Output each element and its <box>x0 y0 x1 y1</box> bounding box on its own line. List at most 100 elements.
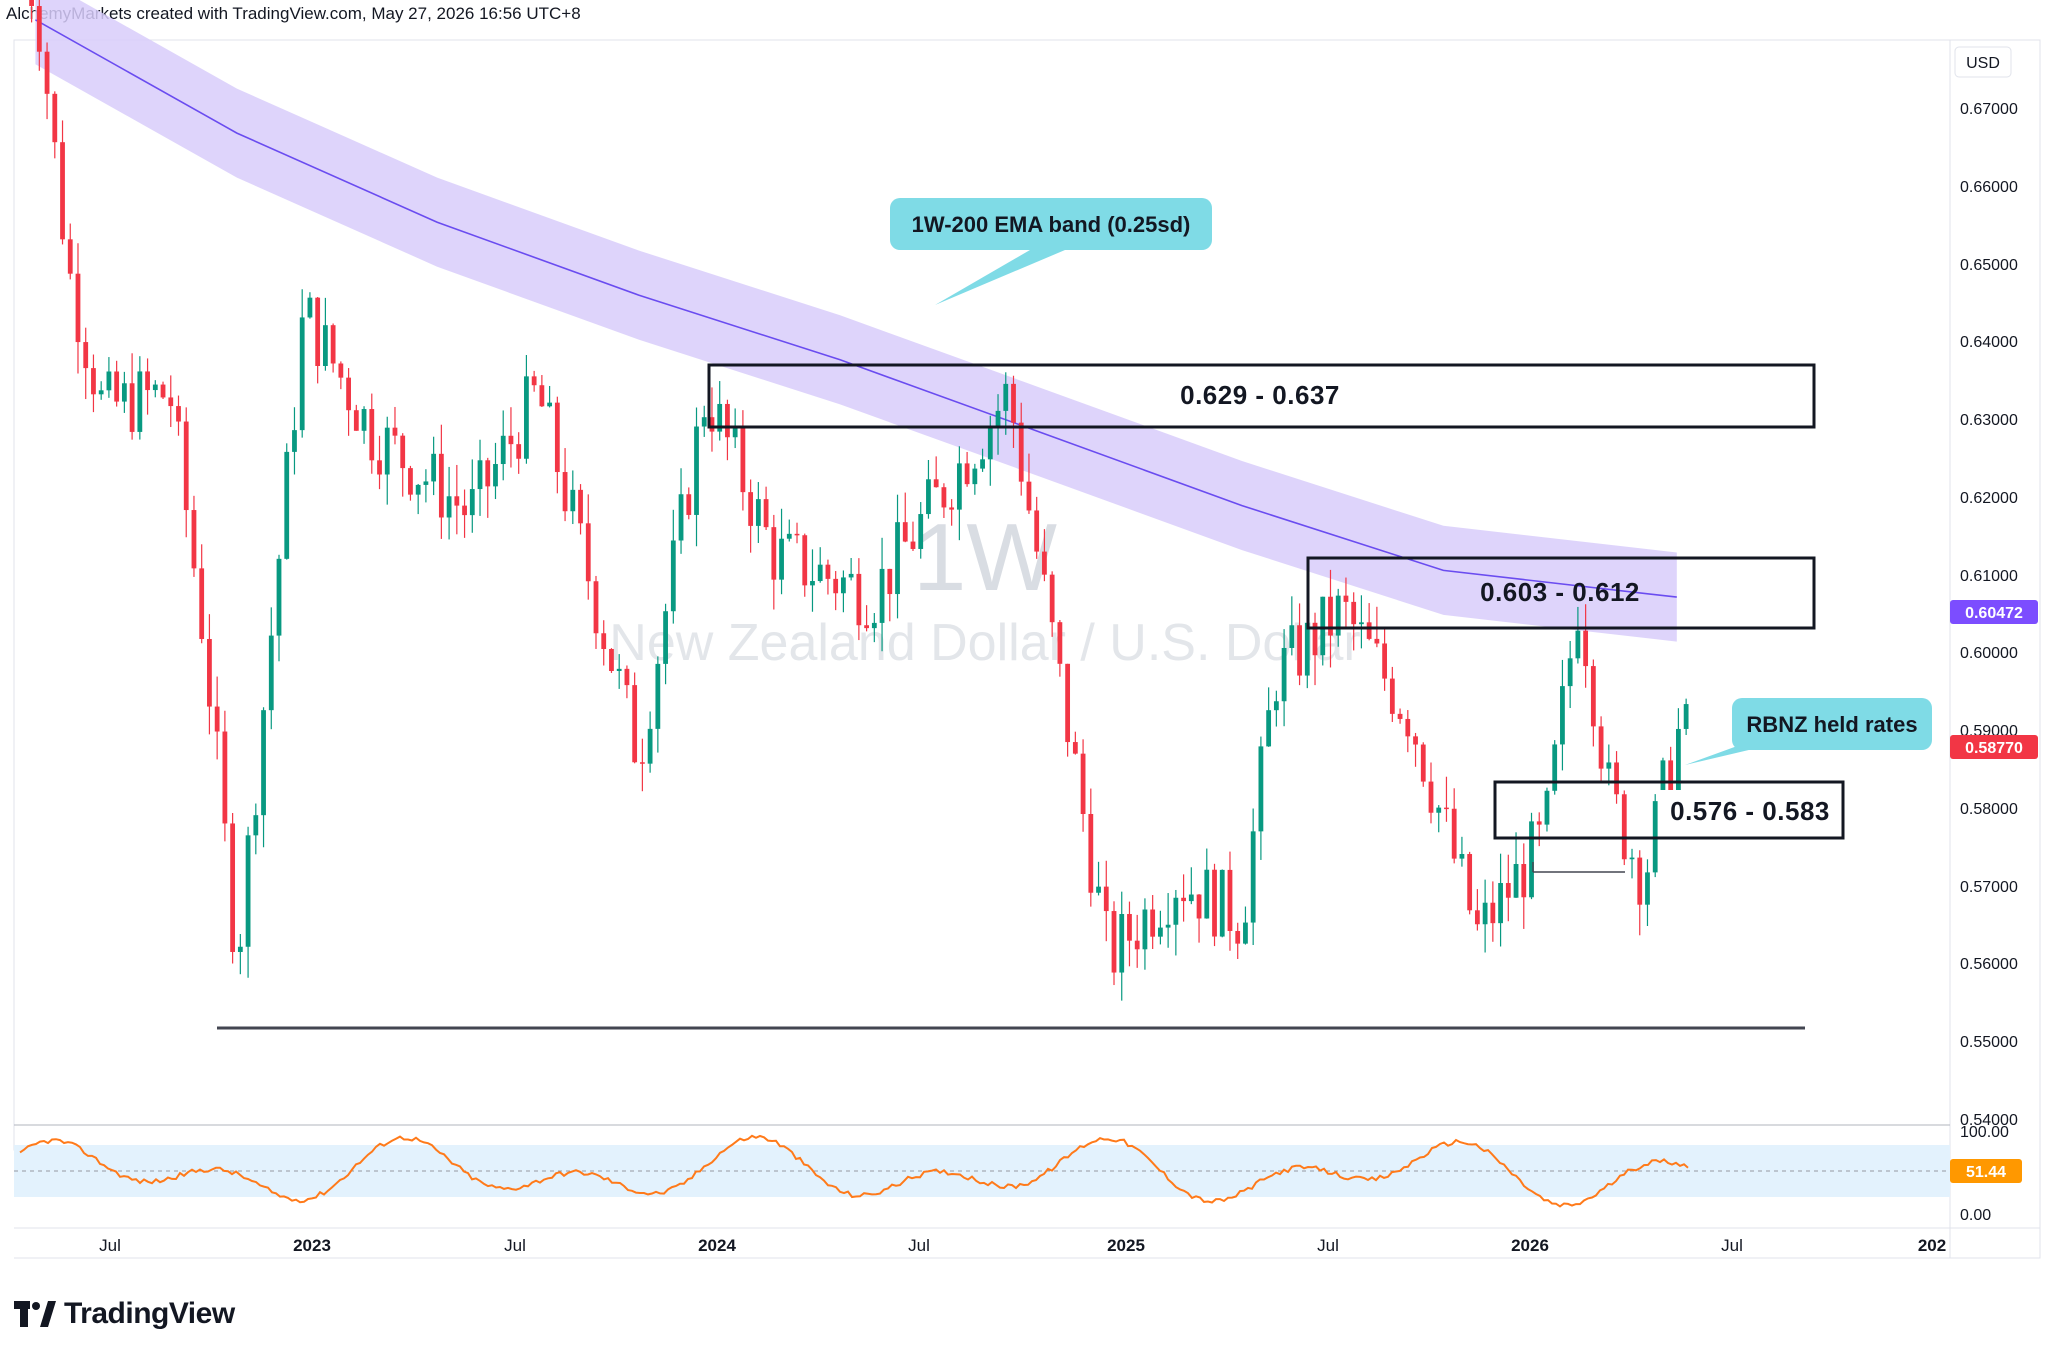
candle-body <box>377 460 382 475</box>
candle-body <box>44 51 50 94</box>
price-tick: 0.61000 <box>1960 568 2018 585</box>
candle-body <box>446 496 452 518</box>
candle-body <box>578 489 583 524</box>
candle-body <box>879 568 885 623</box>
candle-body <box>601 633 607 650</box>
candle-body <box>1266 710 1272 747</box>
candle-body <box>1474 910 1480 925</box>
last-price-tag <box>1950 735 2038 759</box>
candle-body <box>539 385 545 407</box>
time-label: Jul <box>504 1236 526 1255</box>
candle-body <box>1011 383 1016 423</box>
candle-body <box>817 564 823 582</box>
candle-body <box>1513 864 1519 898</box>
candle-body <box>1026 481 1032 511</box>
candle-body <box>585 523 591 582</box>
time-label: Jul <box>908 1236 930 1255</box>
zone-lower-label-bg <box>1658 790 1838 832</box>
candle-body <box>624 668 630 686</box>
candle-body <box>1273 701 1279 711</box>
candle-body <box>121 383 127 402</box>
tradingview-footer[interactable]: TradingView <box>14 1297 235 1331</box>
candle-body <box>1498 883 1503 924</box>
candle-body <box>1560 686 1565 745</box>
candle-body <box>895 522 900 595</box>
time-label: Jul <box>1317 1236 1339 1255</box>
candle-body <box>670 540 676 612</box>
price-axis[interactable]: USD 0.67000 0.66000 0.65000 0.64000 0.63… <box>1950 46 2038 1224</box>
candle-body <box>36 6 42 52</box>
candle-body <box>1142 909 1148 950</box>
candle-body <box>1080 753 1086 815</box>
candle-body <box>1637 857 1643 905</box>
candle-body <box>1683 704 1689 729</box>
candle-body <box>1668 760 1674 793</box>
candle-body <box>1165 924 1171 928</box>
zone-lower-label: 0.576 - 0.583 <box>1670 796 1830 826</box>
candle-body <box>1606 762 1612 769</box>
candle-body <box>1482 902 1488 925</box>
ema-callout-box[interactable] <box>890 198 1212 250</box>
candle-body <box>933 479 939 488</box>
candle-body <box>1459 854 1465 859</box>
candle-body <box>408 468 413 495</box>
candle-body <box>864 625 869 629</box>
candle-body <box>1397 713 1403 719</box>
time-label: 2026 <box>1511 1236 1549 1255</box>
candles-group <box>29 0 1689 1001</box>
candle-body <box>1127 914 1132 941</box>
zone-lower-box[interactable] <box>1493 780 1845 840</box>
candle-body <box>887 568 893 595</box>
candle-body <box>230 823 236 952</box>
time-label: 2025 <box>1107 1236 1145 1255</box>
candle-body <box>841 577 846 594</box>
candle-body <box>516 444 522 459</box>
candle-body <box>678 494 684 541</box>
candle-body <box>941 487 947 508</box>
candle-body <box>353 410 359 431</box>
candle-body <box>493 464 498 487</box>
zone-mid-box[interactable] <box>1306 556 1816 630</box>
price-tick: 0.56000 <box>1960 956 2018 973</box>
candle-body <box>1505 883 1511 898</box>
zone-upper-box[interactable] <box>707 363 1816 429</box>
candle-body <box>794 533 800 536</box>
candle-body <box>1096 886 1101 893</box>
tradingview-brand: TradingView <box>64 1297 235 1330</box>
candle-body <box>694 426 699 515</box>
candle-body <box>1552 744 1558 791</box>
candle-body <box>431 453 437 482</box>
candle-body <box>956 463 962 510</box>
candle-body <box>663 611 668 664</box>
candle-body <box>1536 821 1542 825</box>
candle-body <box>562 472 568 512</box>
candle-body <box>137 371 143 432</box>
price-tick: 0.65000 <box>1960 257 2018 274</box>
candle-body <box>1490 902 1496 924</box>
candle-body <box>701 417 707 427</box>
candle-body <box>786 533 792 539</box>
candle-body <box>129 383 135 432</box>
candle-body <box>802 535 808 586</box>
ema-line <box>35 19 1677 598</box>
candle-body <box>1351 601 1357 625</box>
candle-body <box>114 371 120 402</box>
rbnz-callout-box[interactable] <box>1732 698 1932 750</box>
currency-button[interactable] <box>1954 46 2012 78</box>
candle-body <box>725 403 730 438</box>
candle-body <box>438 453 444 518</box>
candle-body <box>52 93 58 143</box>
candle-body <box>29 0 34 7</box>
candle-body <box>299 317 305 431</box>
candle-body <box>1042 551 1047 575</box>
osc-value-tag <box>1950 1159 2022 1183</box>
candle-body <box>1034 510 1040 552</box>
candle-body <box>1389 678 1395 714</box>
time-axis[interactable]: Jul 2023 Jul 2024 Jul 2025 Jul 2026 Jul … <box>99 1236 1946 1255</box>
candle-body <box>1359 622 1364 625</box>
candle-body <box>98 390 104 395</box>
candle-body <box>462 505 467 516</box>
candle-body <box>253 815 259 836</box>
candle-body <box>485 460 491 487</box>
